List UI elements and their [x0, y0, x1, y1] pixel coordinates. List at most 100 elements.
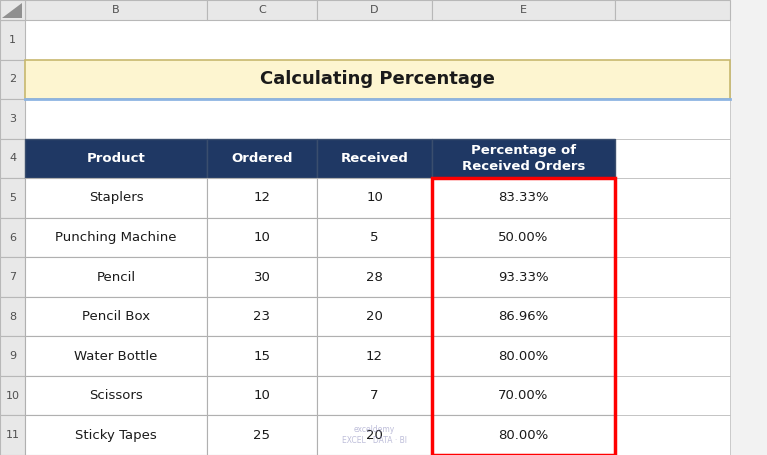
Bar — [0, 178, 25, 218]
Text: D: D — [370, 5, 379, 15]
Bar — [317, 376, 432, 415]
Bar — [0, 297, 25, 336]
Text: 30: 30 — [254, 271, 271, 283]
Bar — [0, 0, 25, 20]
Text: Pencil Box: Pencil Box — [82, 310, 150, 323]
Bar — [0, 20, 25, 60]
Text: Ordered: Ordered — [231, 152, 293, 165]
Bar — [25, 60, 730, 99]
Bar — [25, 336, 207, 376]
Text: 11: 11 — [5, 430, 19, 440]
Bar — [207, 178, 317, 218]
Bar — [432, 139, 615, 178]
Text: Staplers: Staplers — [89, 192, 143, 204]
Text: Percentage of
Received Orders: Percentage of Received Orders — [462, 144, 585, 172]
Text: E: E — [520, 5, 527, 15]
Bar — [25, 20, 730, 60]
Bar — [207, 415, 317, 455]
Text: Product: Product — [87, 152, 146, 165]
Bar — [25, 139, 207, 178]
Bar — [25, 297, 730, 336]
Text: Punching Machine: Punching Machine — [55, 231, 176, 244]
Bar — [317, 139, 432, 178]
Bar — [317, 0, 432, 20]
Bar — [25, 178, 207, 218]
Text: 10: 10 — [254, 231, 271, 244]
Bar — [317, 336, 432, 376]
Bar — [207, 139, 317, 178]
Bar — [25, 218, 207, 257]
Text: 12: 12 — [366, 349, 383, 363]
Text: 20: 20 — [366, 429, 383, 442]
Bar — [25, 0, 207, 20]
Text: 50.00%: 50.00% — [499, 231, 548, 244]
Bar — [432, 178, 615, 218]
Text: B: B — [112, 5, 120, 15]
Text: Received: Received — [341, 152, 409, 165]
Bar — [25, 178, 730, 218]
Bar — [432, 178, 615, 455]
Bar — [0, 415, 25, 455]
Polygon shape — [2, 3, 22, 18]
Bar — [317, 257, 432, 297]
Text: 10: 10 — [366, 192, 383, 204]
Text: Calculating Percentage: Calculating Percentage — [260, 71, 495, 88]
Bar — [0, 139, 25, 178]
Text: 8: 8 — [9, 312, 16, 322]
Bar — [25, 415, 730, 455]
Bar — [25, 336, 730, 376]
Text: 2: 2 — [9, 74, 16, 84]
Bar — [615, 0, 730, 20]
Bar — [25, 257, 207, 297]
Bar — [432, 297, 615, 336]
Text: 5: 5 — [9, 193, 16, 203]
Bar — [25, 60, 730, 99]
Bar — [432, 336, 615, 376]
Text: 83.33%: 83.33% — [499, 192, 549, 204]
Bar — [25, 415, 207, 455]
Bar — [0, 218, 25, 257]
Bar — [25, 218, 730, 257]
Bar — [207, 297, 317, 336]
Text: 93.33%: 93.33% — [499, 271, 549, 283]
Text: 7: 7 — [9, 272, 16, 282]
Bar — [207, 218, 317, 257]
Text: 4: 4 — [9, 153, 16, 163]
Text: 12: 12 — [254, 192, 271, 204]
Text: 10: 10 — [5, 391, 19, 401]
Bar — [207, 257, 317, 297]
Bar — [317, 218, 432, 257]
Bar — [25, 139, 730, 178]
Text: Sticky Tapes: Sticky Tapes — [75, 429, 157, 442]
Text: 6: 6 — [9, 233, 16, 243]
Bar — [432, 218, 615, 257]
Bar — [317, 178, 432, 218]
Bar — [25, 376, 730, 415]
Text: A: A — [8, 5, 16, 15]
Bar — [317, 297, 432, 336]
Text: Scissors: Scissors — [89, 389, 143, 402]
Bar — [0, 336, 25, 376]
Bar — [317, 415, 432, 455]
Text: 1: 1 — [9, 35, 16, 45]
Bar — [0, 60, 25, 99]
Text: 70.00%: 70.00% — [499, 389, 548, 402]
Bar — [0, 376, 25, 415]
Bar — [432, 257, 615, 297]
Text: 86.96%: 86.96% — [499, 310, 548, 323]
Text: 20: 20 — [366, 310, 383, 323]
Bar — [25, 257, 730, 297]
Text: 80.00%: 80.00% — [499, 429, 548, 442]
Bar — [207, 0, 317, 20]
Bar — [432, 415, 615, 455]
Bar — [432, 0, 615, 20]
Text: 3: 3 — [9, 114, 16, 124]
Text: Pencil: Pencil — [97, 271, 136, 283]
Bar — [207, 336, 317, 376]
Text: 10: 10 — [254, 389, 271, 402]
Bar — [207, 376, 317, 415]
Bar — [0, 0, 25, 20]
Text: 9: 9 — [9, 351, 16, 361]
Text: 15: 15 — [254, 349, 271, 363]
Text: 23: 23 — [254, 310, 271, 323]
